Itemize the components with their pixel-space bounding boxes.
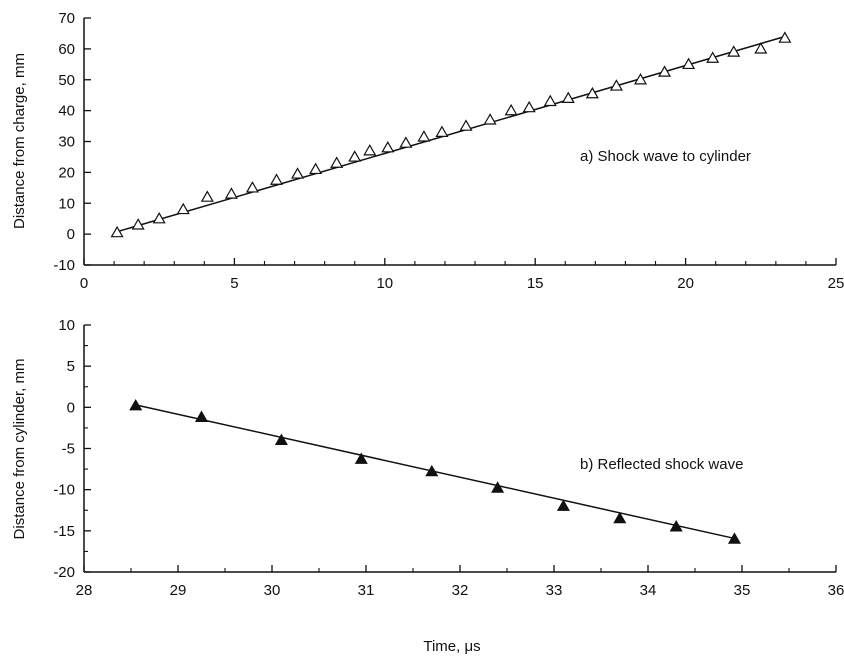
- panel-a-data-point: [417, 130, 431, 142]
- panel-a-y-tick-label: 40: [58, 103, 75, 120]
- panel-b-x-tick-label: 32: [452, 582, 469, 599]
- panel-b-y-tick-label: -5: [62, 441, 75, 458]
- panel-b-x-tick-label: 34: [640, 582, 657, 599]
- panel-a-y-tick-label: 10: [58, 195, 75, 212]
- panel-a-data-point: [543, 94, 557, 107]
- panel-a-data-point: [399, 136, 413, 148]
- panel-a-y-tick-label: 20: [58, 164, 75, 181]
- panel-b-x-tick-label: 35: [734, 582, 751, 599]
- panel-a-data-point: [363, 144, 377, 156]
- panel-b-data-point: [556, 499, 570, 511]
- panel-a-shock-wave-to-cylinder: Distance from charge, mm a) Shock wave t…: [11, 10, 844, 292]
- panel-a-y-tick-label: 50: [58, 72, 75, 89]
- panel-b-x-tick-label: 31: [358, 582, 375, 599]
- panel-a-x-tick-label: 0: [80, 275, 88, 292]
- panel-a-data-point: [330, 156, 344, 168]
- panel-a-data-point: [706, 51, 720, 63]
- panel-b-y-tick-label: -10: [53, 482, 75, 499]
- panel-b-y-tick-label: 0: [67, 399, 75, 416]
- panel-a-data-point: [110, 225, 124, 238]
- panel-a-x-tick-label: 5: [230, 275, 238, 292]
- panel-a-y-tick-label: 0: [67, 226, 75, 243]
- panel-a-data-point: [754, 42, 768, 54]
- panel-a-data-point: [682, 57, 696, 70]
- panel-a-x-tick-label: 10: [376, 275, 393, 292]
- panel-a-data-point: [658, 65, 672, 77]
- panel-b-data-point: [354, 452, 368, 464]
- panel-b-annotation: b) Reflected shock wave: [580, 456, 743, 473]
- panel-b-reflected-shock-wave: Distance from cylinder, mm b) Reflected …: [11, 317, 844, 599]
- panel-b-x-tick-label: 28: [76, 582, 93, 599]
- panel-a-data-point: [585, 86, 599, 99]
- panel-a-data-point: [459, 119, 473, 131]
- panel-b-y-tick-label: 5: [67, 358, 75, 375]
- panel-a-data-point: [381, 140, 395, 153]
- panel-b-data-point: [727, 532, 742, 544]
- panel-a-data-point: [348, 150, 362, 162]
- panel-a-x-tick-label: 20: [677, 275, 694, 292]
- panel-a-data-point: [224, 187, 238, 199]
- panel-a-data-point: [483, 113, 497, 125]
- x-axis-label: Time, μs: [423, 638, 480, 655]
- panel-a-y-tick-label: 30: [58, 134, 75, 151]
- panel-b-data-point: [274, 433, 288, 445]
- panel-a-annotation: a) Shock wave to cylinder: [580, 148, 751, 165]
- panel-b-x-tick-label: 29: [170, 582, 187, 599]
- panel-b-x-tick-label: 33: [546, 582, 563, 599]
- panel-b-y-tick-label: 10: [58, 317, 75, 334]
- panel-a-data-point: [522, 100, 536, 113]
- panel-a-data-point: [176, 202, 190, 215]
- panel-a-fit-line: [113, 35, 786, 234]
- panel-a-y-tick-label: 60: [58, 41, 75, 58]
- panel-b-y-tick-label: -20: [53, 564, 75, 581]
- panel-a-data-point: [727, 45, 741, 57]
- panel-a-data-point: [245, 181, 259, 193]
- panel-a-data-point: [633, 73, 648, 85]
- panel-a-data-point: [435, 125, 449, 137]
- panel-a-data-point: [200, 190, 214, 202]
- panel-a-data-point: [561, 91, 575, 104]
- panel-a-data-point: [152, 211, 166, 224]
- panel-a-y-tick-label: 70: [58, 10, 75, 27]
- panel-b-data-point: [669, 520, 683, 532]
- panel-b-data-point: [194, 410, 209, 422]
- panel-a-y-axis-label: Distance from charge, mm: [11, 53, 28, 229]
- panel-a-x-tick-label: 15: [527, 275, 544, 292]
- panel-b-data-point: [425, 464, 439, 477]
- panel-a-data-point: [504, 103, 518, 116]
- panel-b-y-axis-label: Distance from cylinder, mm: [11, 359, 28, 540]
- panel-a-data-point: [609, 79, 623, 91]
- panel-a-data-point: [309, 162, 323, 175]
- panel-a-x-tick-label: 25: [828, 275, 844, 292]
- panel-b-y-tick-label: -15: [53, 523, 75, 540]
- panel-b-x-tick-label: 30: [264, 582, 281, 599]
- panel-b-data-point: [129, 398, 143, 411]
- panel-a-data-point: [291, 167, 305, 179]
- panel-a-data-point: [131, 218, 145, 230]
- panel-b-data-point: [613, 511, 627, 524]
- panel-b-data-point: [491, 481, 505, 493]
- panel-b-fit-line: [135, 404, 738, 540]
- panel-b-x-tick-label: 36: [828, 582, 844, 599]
- panel-a-data-point: [778, 31, 792, 43]
- panel-a-data-point: [269, 173, 284, 185]
- panel-a-y-tick-label: -10: [53, 257, 75, 274]
